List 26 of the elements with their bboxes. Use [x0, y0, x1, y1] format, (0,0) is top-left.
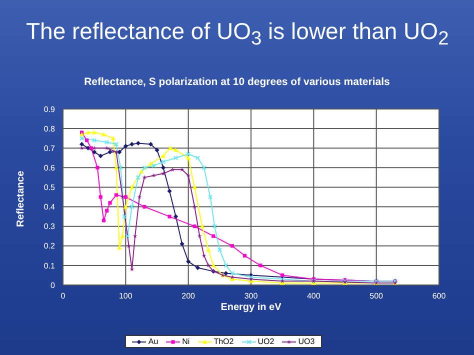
y-tick-label: 0.6 — [44, 164, 56, 173]
chart-subtitle: Reflectance, S polarization at 10 degrees of various materials — [83, 76, 391, 88]
x-tick-label: 400 — [306, 292, 321, 301]
x-tick-label: 0 — [60, 292, 66, 301]
legend-label: UO3 — [297, 337, 315, 346]
x-tick-label: 100 — [118, 292, 133, 301]
y-tick-label: 0.7 — [44, 144, 56, 153]
x-tick-label: 600 — [432, 292, 446, 301]
y-tick-label: 0 — [50, 280, 56, 290]
x-tick-label: 200 — [182, 292, 196, 301]
chart-title: The reflectance of UO$_{3}$ is lower than UO$_{2}$ — [26, 18, 449, 51]
y-tick-label: 0.1 — [44, 261, 56, 270]
y-tick-label: 0.3 — [44, 222, 56, 232]
y-tick-label: 0.5 — [44, 183, 56, 192]
y-tick-label: 0.4 — [44, 202, 56, 212]
x-tick-label: 500 — [370, 292, 384, 301]
legend-label: ThO2 — [212, 337, 234, 346]
y-tick-label: 0.9 — [44, 104, 56, 114]
x-tick-label: 300 — [244, 292, 258, 301]
legend-label: Au — [147, 337, 158, 346]
y-axis-title: Reflectance — [16, 170, 27, 227]
x-axis-title: Energy in eV — [220, 302, 282, 314]
legend-label: UO2 — [256, 337, 274, 346]
legend-label: Ni — [181, 337, 190, 346]
y-tick-label: 0.8 — [44, 124, 56, 134]
y-tick-label: 0.2 — [44, 242, 56, 251]
